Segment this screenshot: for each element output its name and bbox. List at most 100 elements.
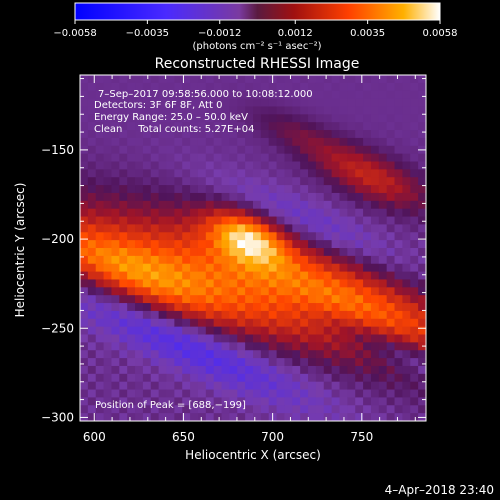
heatmap-cell <box>221 365 230 375</box>
heatmap-cell <box>158 358 167 367</box>
heatmap-cell <box>87 153 97 162</box>
heatmap-cell <box>331 255 340 265</box>
heatmap-cell <box>402 75 411 84</box>
heatmap-cell <box>174 185 183 194</box>
heatmap-cell <box>402 90 411 100</box>
heatmap-cell <box>150 161 160 170</box>
heatmap-cell <box>245 255 254 265</box>
heatmap-cell <box>119 326 128 335</box>
heatmap-cell <box>135 326 144 335</box>
heatmap-cell <box>339 255 348 265</box>
heatmap-cell <box>158 185 167 194</box>
heatmap-cell <box>268 303 278 312</box>
heatmap-cell <box>331 224 340 233</box>
heatmap-cell <box>268 216 278 225</box>
heatmap-cell <box>284 122 293 131</box>
heatmap-cell <box>103 75 112 84</box>
heatmap-cell <box>166 122 175 131</box>
heatmap-cell <box>205 106 215 115</box>
heatmap-cell <box>394 255 403 265</box>
heatmap-cell <box>253 232 262 241</box>
heatmap-cell <box>292 137 301 147</box>
heatmap-cell <box>331 358 340 367</box>
heatmap-cell <box>260 318 270 328</box>
heatmap-cell <box>378 310 388 320</box>
heatmap-cell <box>402 130 411 139</box>
heatmap-cell <box>80 397 89 406</box>
heatmap-cell <box>80 271 89 280</box>
heatmap-cell <box>119 240 128 249</box>
heatmap-cell <box>158 224 167 233</box>
heatmap-cell <box>221 114 230 123</box>
heatmap-cell <box>339 208 348 218</box>
heatmap-cell <box>284 114 293 123</box>
heatmap-cell <box>142 224 152 233</box>
heatmap-cell <box>142 389 152 398</box>
heatmap-cell <box>308 248 317 257</box>
heatmap-cell <box>284 208 293 218</box>
heatmap-cell <box>127 334 136 343</box>
heatmap-cell <box>253 177 262 186</box>
heatmap-cell <box>355 287 364 296</box>
heatmap-cell <box>95 373 105 383</box>
heatmap-cell <box>276 216 285 225</box>
heatmap-cell <box>197 161 207 170</box>
heatmap-cell <box>347 106 356 115</box>
heatmap-cell <box>331 365 340 375</box>
heatmap-cell <box>308 389 317 398</box>
heatmap-cell <box>166 248 175 257</box>
heatmap-cell <box>221 248 230 257</box>
heatmap-cell <box>197 358 207 367</box>
heatmap-cell <box>174 303 183 312</box>
heatmap-cell <box>402 365 411 375</box>
heatmap-cell <box>245 224 254 233</box>
heatmap-cell <box>103 224 112 233</box>
heatmap-cell <box>87 318 97 328</box>
heatmap-cell <box>284 350 293 359</box>
heatmap-cell <box>213 263 223 273</box>
heatmap-cell <box>347 145 356 155</box>
heatmap-cell <box>190 334 199 343</box>
heatmap-cell <box>284 90 293 100</box>
heatmap-cell <box>111 130 120 139</box>
heatmap-cell <box>127 224 136 233</box>
heatmap-cell <box>119 271 128 280</box>
heatmap-cell <box>221 255 230 265</box>
heatmap-cell <box>323 208 333 218</box>
heatmap-cell <box>111 145 120 155</box>
heatmap-cell <box>87 240 97 249</box>
heatmap-cell <box>347 130 356 139</box>
heatmap-cell <box>308 122 317 131</box>
heatmap-cell <box>253 200 262 210</box>
heatmap-cell <box>276 98 285 107</box>
heatmap-cell <box>166 169 175 178</box>
heatmap-cell <box>190 114 199 123</box>
heatmap-cell <box>197 350 207 359</box>
heatmap-cell <box>355 405 364 414</box>
heatmap-cell <box>300 216 309 225</box>
heatmap-cell <box>394 232 403 241</box>
heatmap-cell <box>197 114 207 123</box>
heatmap-cell <box>111 263 120 273</box>
heatmap-cell <box>166 405 175 414</box>
heatmap-cell <box>268 153 278 162</box>
heatmap-cell <box>150 310 160 320</box>
heatmap-cell <box>370 232 380 241</box>
heatmap-cell <box>378 405 388 414</box>
heatmap-cell <box>300 130 309 139</box>
heatmap-cell <box>197 232 207 241</box>
heatmap-cell <box>260 130 270 139</box>
heatmap-cell <box>150 334 160 343</box>
heatmap-cell <box>253 145 262 155</box>
heatmap-cell <box>386 153 396 162</box>
heatmap-cell <box>142 303 152 312</box>
heatmap-cell <box>378 137 388 147</box>
heatmap-cell <box>80 192 89 202</box>
heatmap-cell <box>308 381 317 391</box>
heatmap-cell <box>253 192 262 202</box>
heatmap-cell <box>370 169 380 178</box>
heatmap-cell <box>158 389 167 398</box>
heatmap-cell <box>237 303 246 312</box>
heatmap-cell <box>182 82 191 92</box>
heatmap-cell <box>378 185 388 194</box>
